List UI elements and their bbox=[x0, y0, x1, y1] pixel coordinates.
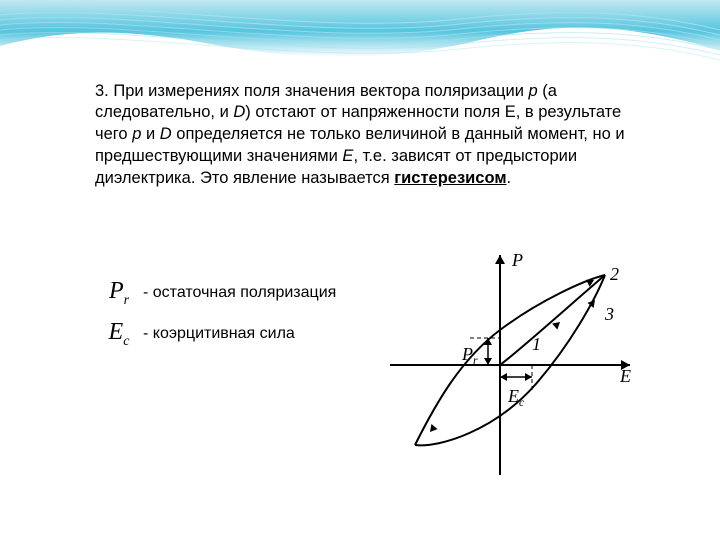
definitions: Pr - остаточная поляризация Ec - коэрцит… bbox=[95, 278, 395, 360]
svg-text:E: E bbox=[619, 366, 631, 386]
text-p1: p bbox=[529, 82, 538, 100]
svg-text:3: 3 bbox=[604, 304, 614, 324]
wave-header bbox=[0, 0, 720, 62]
svg-text:P: P bbox=[511, 250, 523, 270]
text-end: . bbox=[507, 169, 512, 187]
text-hysteresis: гистерезисом bbox=[394, 169, 506, 187]
def-row-pr: Pr - остаточная поляризация bbox=[95, 278, 395, 309]
paragraph: 3. При измерениях поля значения вектора … bbox=[95, 81, 635, 190]
def-row-ec: Ec - коэрцитивная сила bbox=[95, 319, 395, 350]
text-E: Е bbox=[342, 147, 353, 165]
text-D2: D bbox=[160, 125, 172, 143]
text-prefix: 3. При измерениях поля значения вектора … bbox=[95, 82, 529, 100]
symbol-pr-sub: r bbox=[124, 293, 129, 308]
text-and: и bbox=[141, 125, 159, 143]
svg-text:Pr: Pr bbox=[461, 344, 478, 367]
svg-text:1: 1 bbox=[532, 334, 541, 354]
symbol-pr-main: P bbox=[109, 278, 124, 304]
text-D1: D bbox=[233, 103, 245, 121]
diagram-group: P E Pr Ec 1 2 3 bbox=[390, 250, 631, 475]
text-p2: p bbox=[132, 125, 141, 143]
symbol-ec: Ec bbox=[95, 319, 143, 350]
symbol-ec-main: E bbox=[109, 319, 124, 345]
main-text-block: 3. При измерениях поля значения вектора … bbox=[95, 64, 635, 206]
symbol-ec-sub: c bbox=[123, 334, 129, 349]
def-text-ec: - коэрцитивная сила bbox=[143, 325, 295, 343]
svg-text:2: 2 bbox=[610, 264, 619, 284]
hysteresis-diagram: P E Pr Ec 1 2 3 bbox=[380, 250, 640, 480]
slide: 3. При измерениях поля значения вектора … bbox=[0, 0, 720, 540]
symbol-pr: Pr bbox=[95, 278, 143, 309]
svg-text:Ec: Ec bbox=[507, 386, 525, 409]
def-text-pr: - остаточная поляризация bbox=[143, 284, 336, 302]
